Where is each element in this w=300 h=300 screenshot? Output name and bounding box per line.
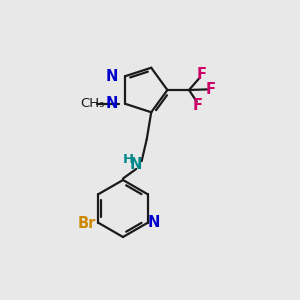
Text: F: F (206, 82, 216, 97)
Text: Br: Br (78, 216, 96, 231)
Text: H: H (122, 153, 134, 166)
Text: N: N (148, 215, 160, 230)
Text: N: N (106, 96, 118, 111)
Text: F: F (196, 67, 207, 82)
Text: CH₃: CH₃ (80, 97, 104, 110)
Text: N: N (106, 69, 118, 84)
Text: N: N (130, 157, 142, 172)
Text: F: F (193, 98, 203, 113)
